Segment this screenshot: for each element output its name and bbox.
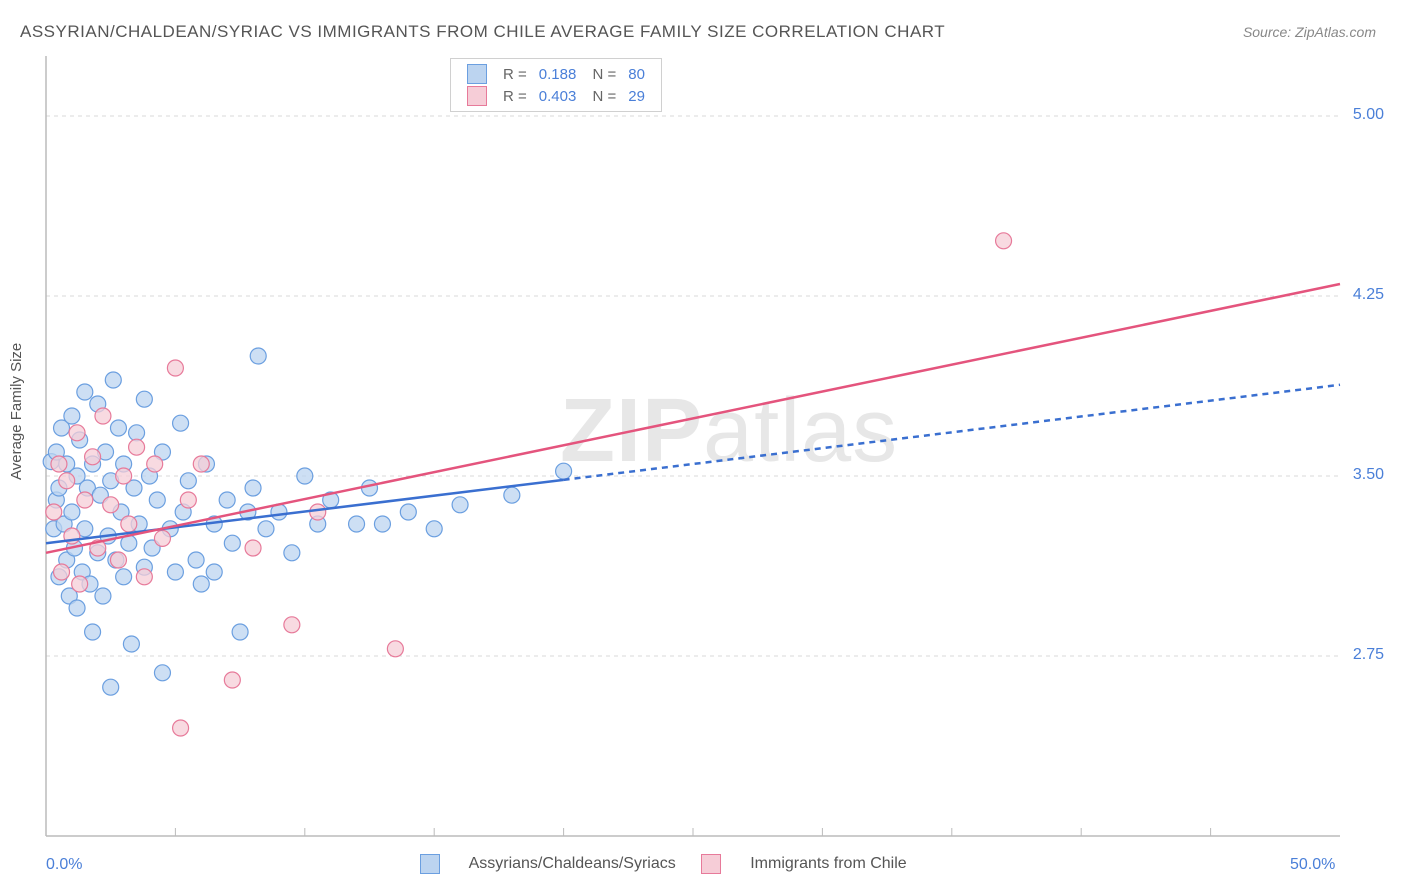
n-label: N = — [582, 85, 622, 107]
x-tick-label: 0.0% — [46, 856, 82, 874]
r-value: 0.403 — [533, 85, 583, 107]
legend-item: Immigrants from Chile — [701, 855, 907, 872]
y-tick-label: 2.75 — [1324, 646, 1384, 664]
n-label: N = — [582, 63, 622, 85]
legend-swatch — [467, 64, 487, 84]
r-label: R = — [497, 63, 533, 85]
legend-swatch — [701, 854, 721, 874]
n-value: 29 — [622, 85, 651, 107]
r-value: 0.188 — [533, 63, 583, 85]
legend-swatch — [467, 86, 487, 106]
legend-item: Assyrians/Chaldeans/Syriacs — [420, 855, 676, 872]
legend-swatch — [420, 854, 440, 874]
y-tick-label: 5.00 — [1324, 106, 1384, 124]
x-tick-label: 50.0% — [1290, 856, 1335, 874]
y-tick-label: 3.50 — [1324, 466, 1384, 484]
series-legend: Assyrians/Chaldeans/Syriacs Immigrants f… — [420, 854, 932, 874]
n-value: 80 — [622, 63, 651, 85]
r-label: R = — [497, 85, 533, 107]
y-tick-label: 4.25 — [1324, 286, 1384, 304]
scatter-chart — [0, 0, 1406, 892]
legend-row: R =0.188 N =80 — [461, 63, 651, 85]
correlation-legend: R =0.188 N =80R =0.403 N =29 — [450, 58, 662, 112]
legend-row: R =0.403 N =29 — [461, 85, 651, 107]
